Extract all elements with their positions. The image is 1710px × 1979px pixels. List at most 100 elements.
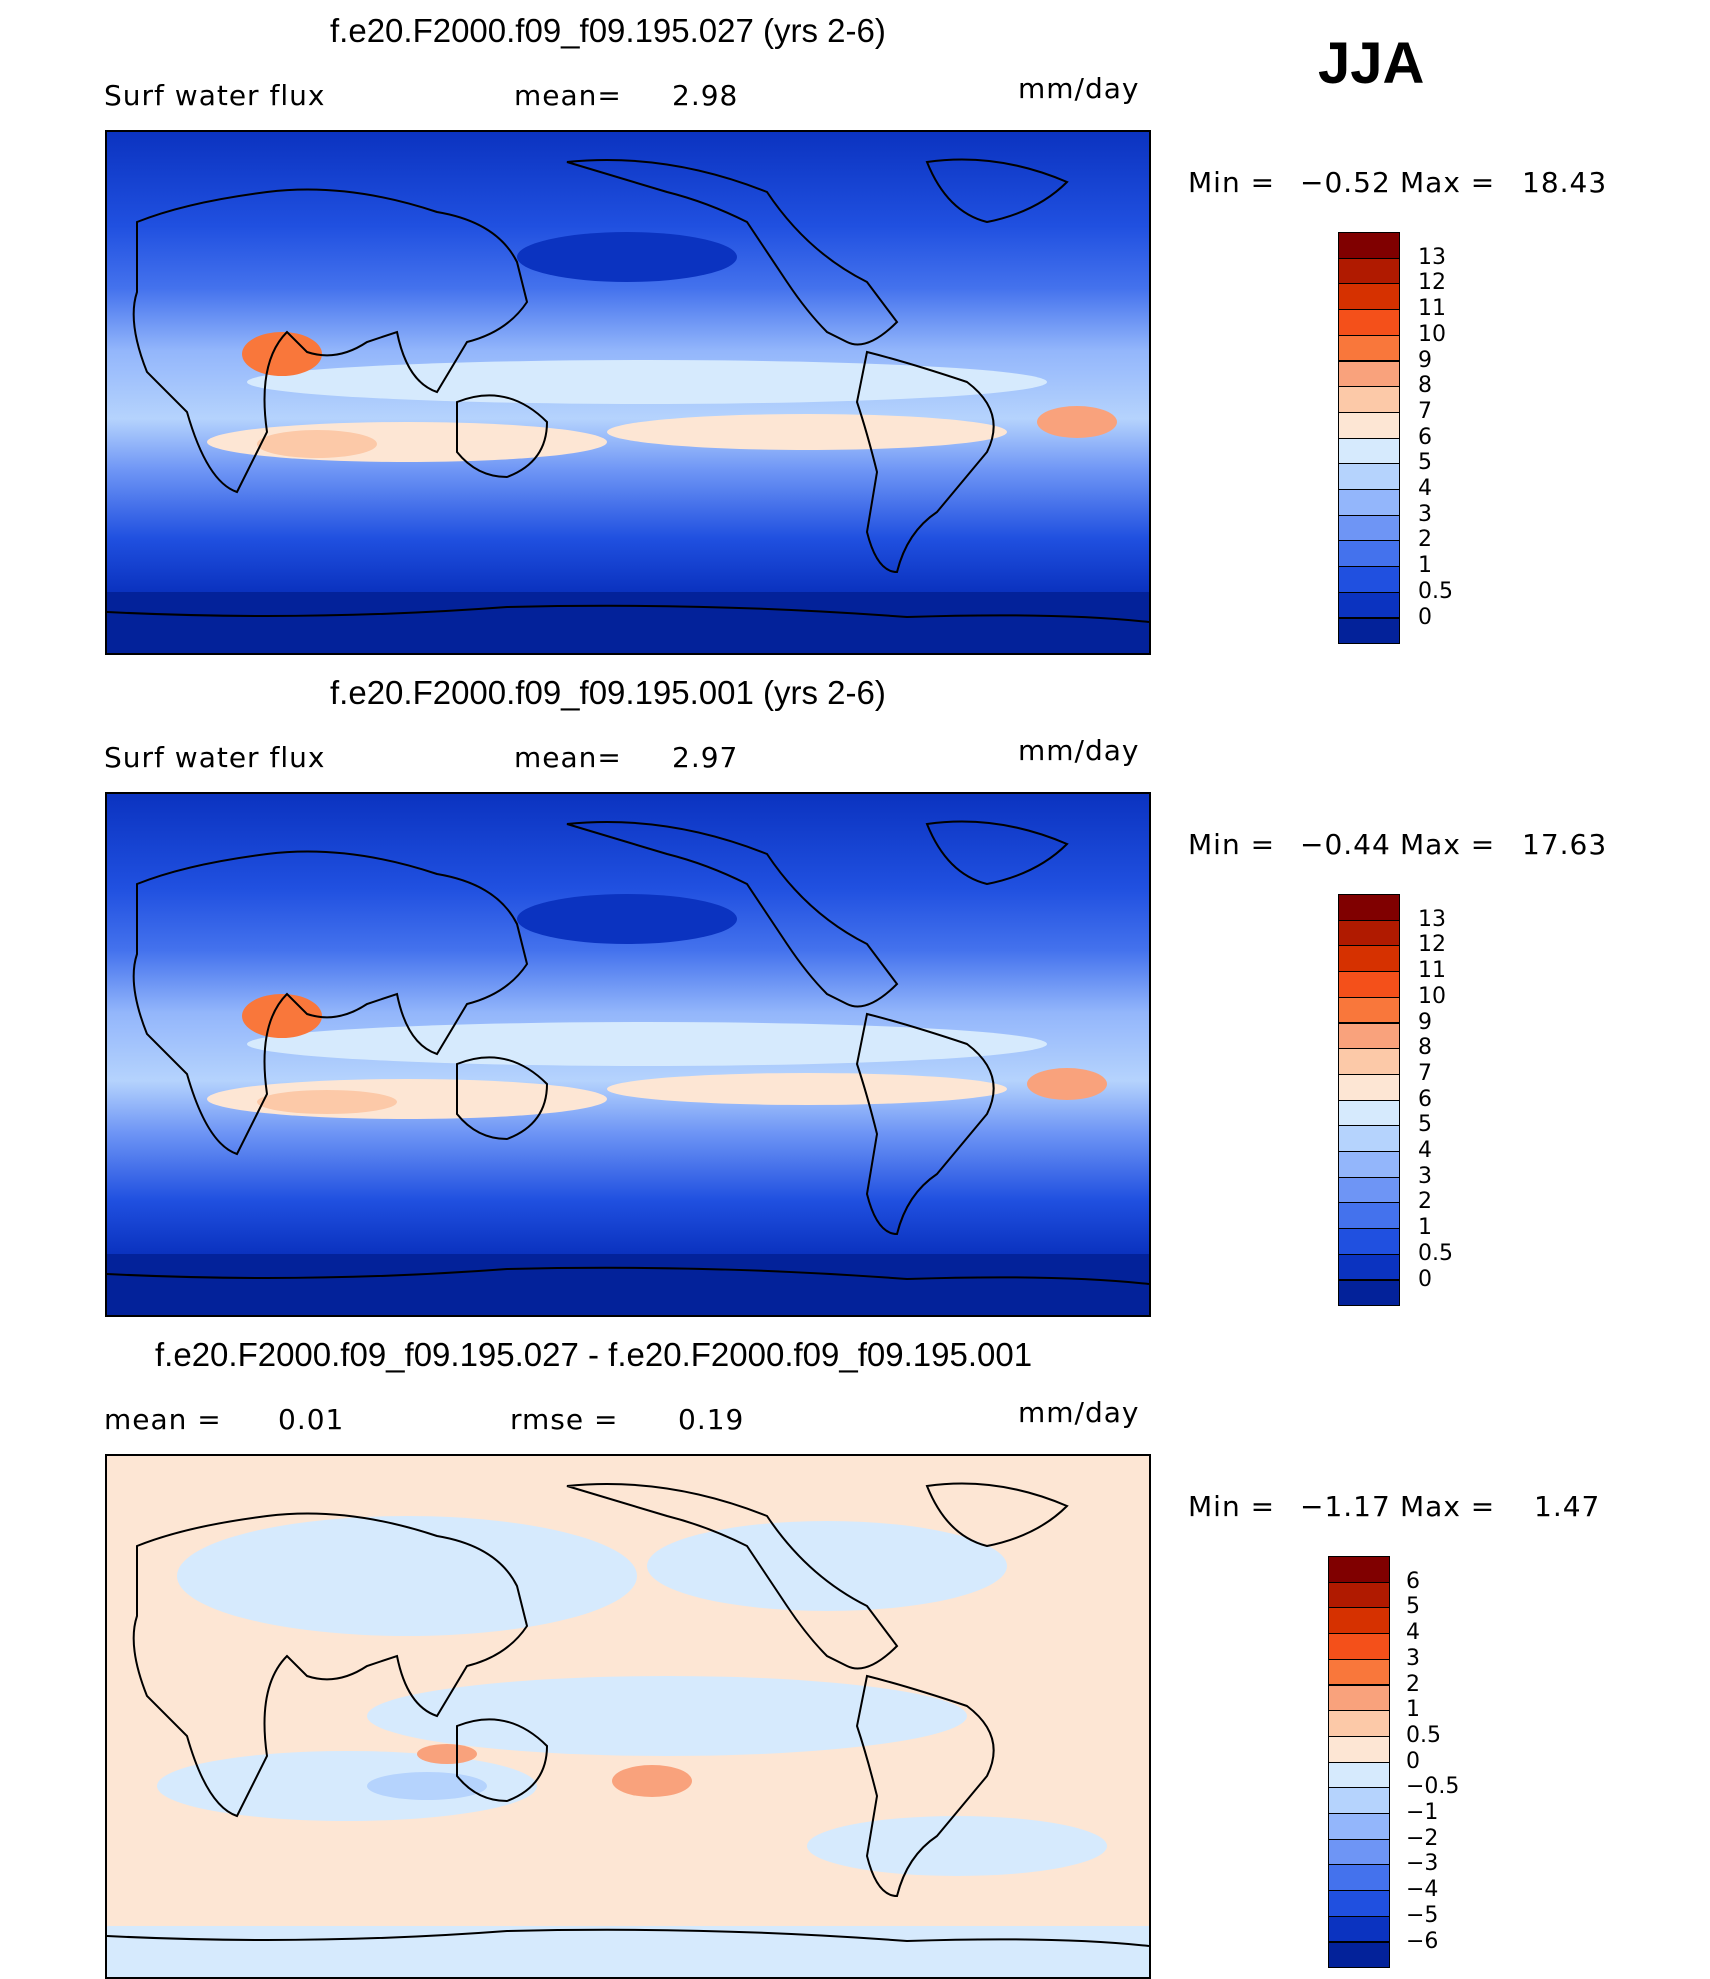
colorbar-tick-label: 8 (1418, 1035, 1432, 1061)
panel2-mean-value: 2.97 (672, 741, 739, 774)
panel3-max-label: Max = (1400, 1490, 1496, 1523)
panel3-max-value: 1.47 (1534, 1490, 1601, 1523)
panel2-units: mm/day (1018, 734, 1140, 767)
colorbar-swatch (1338, 360, 1400, 388)
colorbar-swatch (1338, 1151, 1400, 1178)
panel2-min-value: −0.44 (1300, 828, 1391, 861)
colorbar-swatch (1338, 1176, 1400, 1204)
panel2-mean-label: mean= (514, 741, 622, 774)
colorbar-swatch (1328, 1915, 1390, 1943)
colorbar-tick-label: −6 (1406, 1928, 1439, 1954)
colorbar-swatch (1338, 489, 1400, 516)
panel1-map (105, 130, 1151, 655)
colorbar-swatch (1328, 1710, 1390, 1737)
panel3-min-value: −1.17 (1300, 1490, 1391, 1523)
colorbar-swatch (1338, 514, 1400, 542)
colorbar-swatch (1328, 1607, 1390, 1635)
panel2-max-value: 17.63 (1522, 828, 1608, 861)
colorbar-tick-label: 13 (1418, 906, 1446, 932)
colorbar-swatch (1338, 919, 1400, 947)
panel1-arabian-max (242, 332, 322, 376)
season-label: JJA (1318, 31, 1425, 96)
colorbar-tick-label: −5 (1406, 1902, 1439, 1928)
panel1-npac-min (517, 232, 737, 282)
colorbar-swatch (1328, 1890, 1390, 1917)
panel3-pos-max-1 (612, 1765, 692, 1797)
panel2-npac-min (517, 894, 737, 944)
colorbar-swatch (1328, 1813, 1390, 1840)
colorbar-tick-label: 12 (1418, 932, 1446, 958)
colorbar-tick-label: 4 (1406, 1620, 1420, 1646)
panel2-coastlines (132, 820, 1069, 1236)
colorbar-tick-label: 0 (1418, 604, 1432, 630)
colorbar-swatch (1328, 1941, 1390, 1969)
panel1-atlantic-max (1037, 406, 1117, 438)
panel3-rmse-value: 0.19 (678, 1403, 745, 1436)
colorbar-tick-label: 4 (1418, 1138, 1432, 1163)
colorbar-tick-label: 5 (1406, 1594, 1420, 1620)
panel3-rmse-label: rmse = (510, 1403, 619, 1436)
colorbar-swatch (1338, 617, 1400, 645)
panel1-max-value: 18.43 (1522, 166, 1608, 199)
colorbar-tick-label: 13 (1418, 244, 1446, 270)
colorbar-tick-label: 0.5 (1418, 1240, 1453, 1266)
colorbar-tick-label: 0 (1406, 1748, 1420, 1774)
colorbar-swatch (1338, 463, 1400, 490)
colorbar-swatch (1328, 1864, 1390, 1892)
panel2-indian-band (257, 1090, 397, 1114)
colorbar-swatch (1328, 1658, 1390, 1686)
colorbar-swatch (1338, 540, 1400, 568)
colorbar-tick-label: 0.5 (1406, 1722, 1441, 1748)
panel1-antarctica (107, 604, 1149, 623)
panel2-map (105, 792, 1151, 1317)
colorbar-tick-label: 9 (1418, 1009, 1432, 1035)
panel2-pacific-band (607, 1073, 1007, 1105)
panel3-antarctica (107, 1928, 1149, 1947)
panel1-itcz-band (247, 360, 1047, 404)
panel3-map (105, 1454, 1151, 1979)
panel1-variable-label: Surf water flux (104, 79, 326, 112)
panel3-neg-region-3 (367, 1676, 967, 1756)
panel3-pos-max-2 (417, 1744, 477, 1764)
panel1-max-label: Max = (1400, 166, 1496, 199)
panel3-min-label: Min = (1188, 1490, 1276, 1523)
panel1-pacific-band (607, 414, 1007, 450)
panel1-indian-band (257, 430, 377, 458)
colorbar-swatch (1328, 1838, 1390, 1866)
colorbar-tick-label: 11 (1418, 958, 1446, 984)
colorbar-tick-label: 3 (1406, 1645, 1420, 1671)
panel2-polar-south (107, 1254, 1149, 1315)
colorbar-swatch (1328, 1556, 1390, 1583)
colorbar-tick-label: 11 (1418, 296, 1446, 322)
colorbar-swatch (1338, 437, 1400, 465)
colorbar-tick-label: 9 (1418, 347, 1432, 373)
colorbar-swatch (1338, 1228, 1400, 1255)
panel3-coastlines (132, 1482, 1069, 1898)
panel1-map-svg (107, 132, 1149, 653)
colorbar-tick-label: 5 (1418, 1112, 1432, 1138)
panel3-neg-region-4 (157, 1751, 537, 1821)
colorbar-swatch (1338, 334, 1400, 362)
colorbar-swatch (1338, 309, 1400, 336)
colorbar-swatch (1328, 1735, 1390, 1763)
panel1-coastlines (132, 158, 1069, 574)
colorbar-swatch (1338, 971, 1400, 998)
colorbar-tick-label: 7 (1418, 398, 1432, 424)
colorbar-swatch (1338, 566, 1400, 593)
colorbar-swatch (1338, 1022, 1400, 1050)
colorbar-swatch (1338, 1253, 1400, 1281)
colorbar-tick-label: 1 (1418, 553, 1432, 579)
colorbar-tick-label: −3 (1406, 1851, 1439, 1877)
colorbar-tick-label: −4 (1406, 1877, 1439, 1903)
colorbar-swatch (1338, 1073, 1400, 1101)
colorbar-swatch (1338, 945, 1400, 973)
colorbar-tick-label: 6 (1418, 1086, 1432, 1112)
colorbar-tick-label: −2 (1406, 1825, 1439, 1851)
colorbar-swatch (1328, 1633, 1390, 1660)
panel3-neg-region-1 (177, 1516, 637, 1636)
panel1-polar-south (107, 592, 1149, 653)
colorbar-swatch (1338, 1279, 1400, 1307)
panel3-mean-value: 0.01 (278, 1403, 345, 1436)
panel2-antarctica (107, 1266, 1149, 1285)
panel1-mean-value: 2.98 (672, 79, 739, 112)
